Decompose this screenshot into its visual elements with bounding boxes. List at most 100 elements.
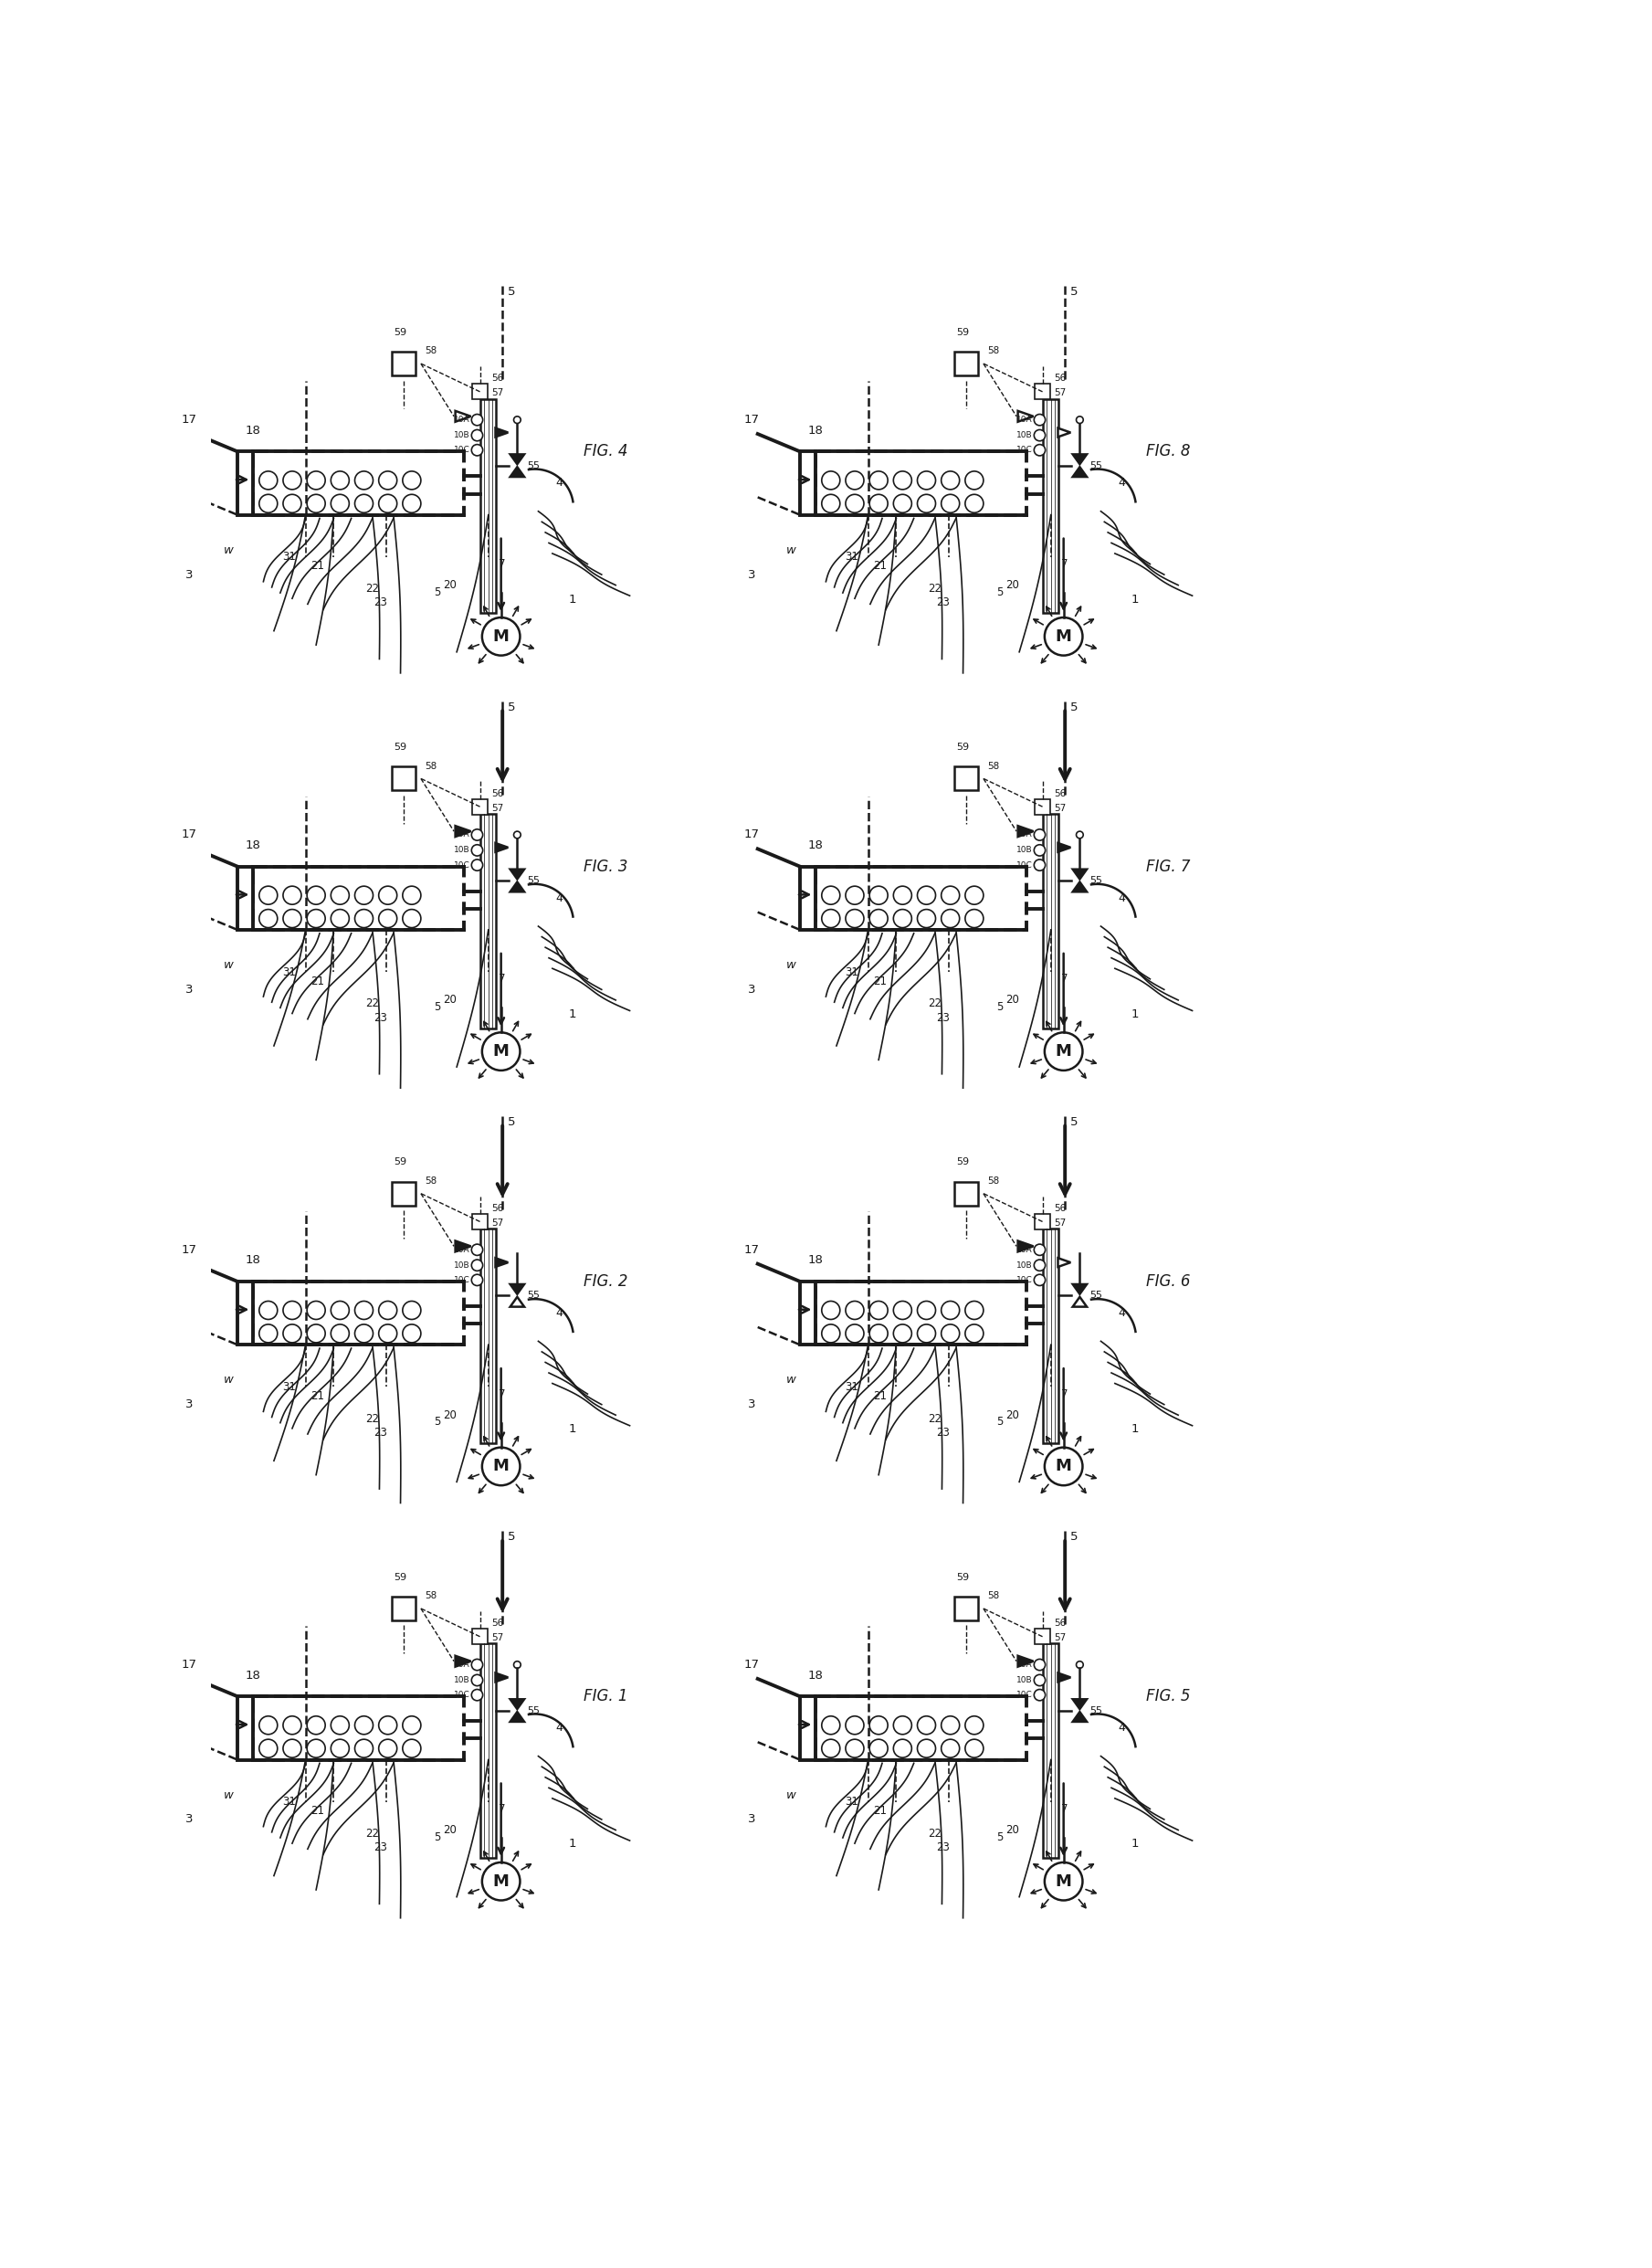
Circle shape [821,1740,839,1758]
Text: 23: 23 [937,596,950,608]
Text: 5: 5 [434,1830,441,1844]
Text: M: M [1056,1043,1072,1059]
Circle shape [846,909,864,928]
Text: 20: 20 [1006,1823,1019,1837]
Text: M: M [1056,1458,1072,1474]
Text: FIG. 7: FIG. 7 [1146,857,1189,875]
Text: 23: 23 [937,1012,950,1023]
Text: 56: 56 [491,374,504,383]
Text: 22: 22 [928,583,942,594]
Text: 10C: 10C [1016,447,1032,454]
Text: 3: 3 [748,569,757,581]
Circle shape [471,1690,482,1701]
Polygon shape [496,1259,509,1268]
Text: w: w [786,959,796,971]
Text: 57: 57 [491,388,504,397]
Text: 10A: 10A [1016,1660,1032,1669]
Polygon shape [1057,844,1070,853]
Circle shape [259,1740,278,1758]
Circle shape [330,1325,349,1343]
Circle shape [1075,1660,1084,1669]
Text: 1: 1 [1132,1837,1140,1851]
Circle shape [1034,1275,1046,1286]
Circle shape [330,909,349,928]
Circle shape [471,1259,482,1270]
Text: 18: 18 [244,1669,261,1681]
Circle shape [821,909,839,928]
Text: 56: 56 [491,789,504,798]
Circle shape [471,415,482,426]
Text: 55: 55 [527,875,540,885]
Text: 31: 31 [846,966,859,978]
Bar [238,1696,253,1760]
Polygon shape [510,1284,524,1295]
Text: 56: 56 [1054,1204,1066,1213]
Circle shape [942,1717,960,1735]
Bar [800,451,816,515]
Bar [238,1281,253,1345]
Text: 18: 18 [244,424,261,435]
Polygon shape [1072,882,1087,891]
Text: 5: 5 [509,286,515,297]
Circle shape [894,909,912,928]
Circle shape [1034,1245,1046,1256]
Circle shape [403,1717,421,1735]
Text: 7: 7 [499,1803,506,1814]
Circle shape [259,909,278,928]
Circle shape [869,1302,887,1320]
Circle shape [307,494,325,513]
Text: 55: 55 [527,1290,540,1300]
Circle shape [894,1325,912,1343]
Circle shape [917,887,935,905]
Circle shape [378,1325,396,1343]
Circle shape [1075,417,1084,424]
Circle shape [894,887,912,905]
Bar [1034,798,1051,814]
Text: 10C: 10C [1016,1692,1032,1699]
Circle shape [1034,830,1046,841]
Circle shape [1034,1690,1046,1701]
Text: 3: 3 [185,984,193,996]
Text: M: M [492,1043,509,1059]
Circle shape [894,472,912,490]
Text: 58: 58 [425,347,436,356]
Text: 5: 5 [996,1000,1003,1014]
Polygon shape [1072,1712,1087,1721]
Circle shape [965,1325,983,1343]
Text: 10C: 10C [454,1692,471,1699]
Circle shape [846,494,864,513]
Circle shape [355,887,373,905]
Circle shape [894,494,912,513]
Text: 10A: 10A [1016,1245,1032,1254]
Polygon shape [510,869,524,880]
Circle shape [846,887,864,905]
Bar [472,1628,487,1644]
Text: 3: 3 [748,1814,757,1826]
Text: 17: 17 [182,1658,197,1672]
Circle shape [942,1740,960,1758]
Text: FIG. 2: FIG. 2 [583,1272,628,1290]
Polygon shape [1018,1656,1034,1667]
Circle shape [869,1740,887,1758]
Text: 3: 3 [748,1399,757,1411]
Text: FIG. 1: FIG. 1 [583,1687,628,1706]
Circle shape [942,472,960,490]
Circle shape [330,494,349,513]
Text: 59: 59 [395,742,406,751]
Circle shape [917,1717,935,1735]
Text: M: M [1056,1873,1072,1889]
Text: 1: 1 [1132,1424,1140,1436]
Circle shape [307,472,325,490]
Circle shape [942,494,960,513]
Text: 1: 1 [568,1424,577,1436]
Text: 3: 3 [185,1399,193,1411]
Circle shape [1034,429,1046,440]
Bar [816,866,1026,930]
Text: 10A: 10A [454,830,471,839]
Circle shape [403,909,421,928]
Circle shape [307,1717,325,1735]
Text: 22: 22 [928,1413,942,1424]
Bar [253,1281,464,1345]
Text: 21: 21 [311,1390,324,1402]
Text: 10A: 10A [454,1245,471,1254]
